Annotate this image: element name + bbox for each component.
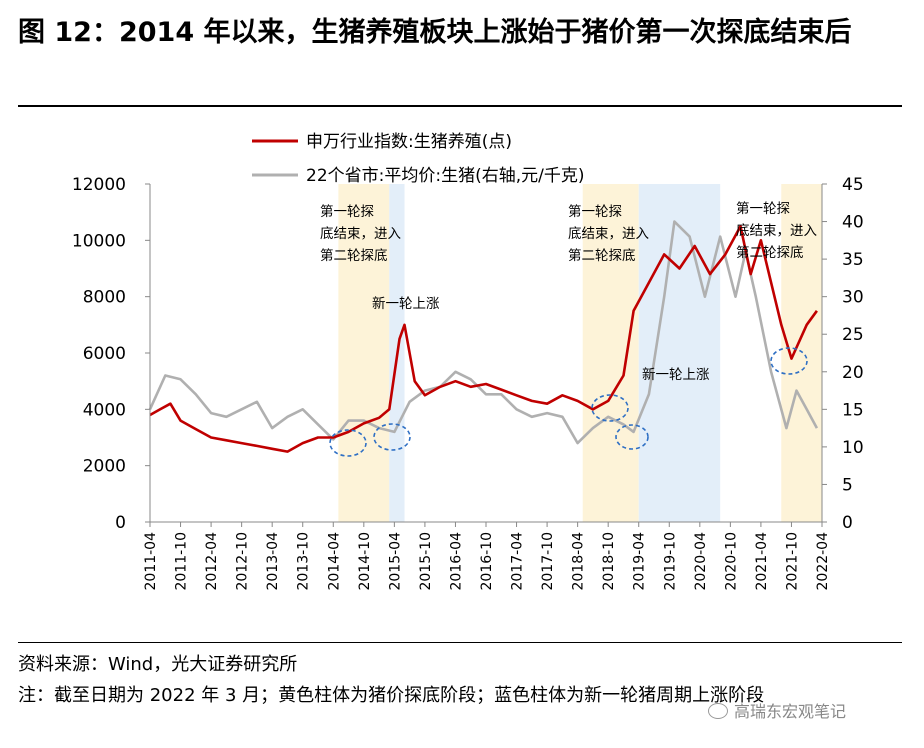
y-left-tick-label: 4000 <box>83 400 126 420</box>
x-tick-label: 2012-04 <box>204 532 220 591</box>
y-left-tick-label: 2000 <box>83 457 126 477</box>
series-industry-index <box>149 225 818 453</box>
series-line <box>149 225 818 453</box>
series-pig-price <box>148 220 819 445</box>
x-tick-label: 2015-10 <box>418 532 434 591</box>
annotation-2: 第一轮探底结束，进入第二轮探底 <box>568 203 649 264</box>
x-tick-label: 2014-10 <box>357 532 373 591</box>
highlight-ellipse-0 <box>329 429 367 457</box>
y-left-tick-label: 8000 <box>83 288 126 308</box>
y-left-tick-label: 0 <box>115 513 126 533</box>
shaded-period-3 <box>638 184 721 522</box>
wechat-icon <box>708 703 728 719</box>
y-right-tick-label: 30 <box>842 288 864 308</box>
x-tick-label: 2019-04 <box>632 532 648 591</box>
y-left-tick-label: 12000 <box>72 175 126 195</box>
x-tick-label: 2018-04 <box>571 532 587 591</box>
x-tick-label: 2014-04 <box>326 532 342 591</box>
y-right-tick-label: 40 <box>842 213 864 233</box>
x-tick-label: 2016-10 <box>479 532 495 591</box>
note-text: 注：截至日期为 2022 年 3 月；黄色柱体为猪价探底阶段；蓝色柱体为新一轮猪… <box>18 685 765 706</box>
annotation-3: 新一轮上涨 <box>642 367 710 383</box>
x-tick-label: 2016-04 <box>448 532 464 591</box>
annotation-4: 第一轮探底结束，进入第二轮探底 <box>736 200 817 261</box>
y-right-tick-label: 15 <box>842 400 864 420</box>
chart: 0 2000 4000 6000 8000 10000 12000 0 5 10 15 20 25 30 3… <box>72 132 864 591</box>
shaded-period-0 <box>338 184 390 522</box>
watermark: 高瑞东宏观笔记 <box>708 698 846 722</box>
highlight-ellipses <box>329 347 808 457</box>
x-tick-label: 2012-10 <box>235 532 251 591</box>
y-right-tick-label: 10 <box>842 438 864 458</box>
x-tick-label: 2015-04 <box>387 532 403 591</box>
x-tick-label: 2011-10 <box>174 532 190 591</box>
legend-label-1: 22个省市:平均价:生猪(右轴,元/千克) <box>306 166 584 186</box>
x-tick-label: 2011-04 <box>143 532 159 591</box>
shaded-periods <box>338 184 822 522</box>
y-right-tick-label: 0 <box>842 513 853 533</box>
annotation-1: 新一轮上涨 <box>372 296 440 312</box>
y-left-tick-label: 6000 <box>83 344 126 364</box>
x-tick-label: 2019-10 <box>662 532 678 591</box>
y-right-tick-label: 25 <box>842 325 864 345</box>
x-tick-label: 2017-10 <box>540 532 556 591</box>
shaded-period-4 <box>781 184 822 522</box>
shaded-period-2 <box>582 184 639 522</box>
highlight-ellipse-2 <box>591 394 629 422</box>
x-tick-label: 2017-04 <box>510 532 526 591</box>
highlight-ellipse-1 <box>373 423 411 451</box>
legend: 申万行业指数:生猪养殖(点) 22个省市:平均价:生猪(右轴,元/千克) <box>252 132 584 186</box>
x-tick-label: 2020-10 <box>723 532 739 591</box>
axes: 0 2000 4000 6000 8000 10000 12000 0 5 10 15 20 25 30 3… <box>72 175 864 591</box>
bottom-rule <box>18 642 902 643</box>
x-tick-label: 2013-10 <box>296 532 312 591</box>
source-text: 资料来源：Wind，光大证券研究所 <box>18 654 298 675</box>
series-line <box>148 220 819 445</box>
x-tick-label: 2021-10 <box>784 532 800 591</box>
top-rule <box>18 105 902 107</box>
annotation-0: 第一轮探底结束，进入第二轮探底 <box>320 203 401 264</box>
watermark-text: 高瑞东宏观笔记 <box>734 702 847 721</box>
figure-title: 图 12：2014 年以来，生猪养殖板块上涨始于猪价第一次探底结束后 <box>18 17 852 48</box>
y-right-tick-label: 35 <box>842 250 864 270</box>
y-right-tick-label: 5 <box>842 475 853 495</box>
highlight-ellipse-3 <box>615 424 649 450</box>
highlight-ellipse-4 <box>770 347 808 375</box>
x-tick-label: 2018-10 <box>601 532 617 591</box>
y-left-tick-label: 10000 <box>72 231 126 251</box>
y-right-tick-label: 20 <box>842 363 864 383</box>
x-tick-label: 2020-04 <box>693 532 709 591</box>
x-tick-label: 2021-04 <box>754 532 770 591</box>
x-tick-label: 2013-04 <box>265 532 281 591</box>
legend-label-0: 申万行业指数:生猪养殖(点) <box>306 132 512 152</box>
x-tick-label: 2022-04 <box>815 532 831 591</box>
y-right-tick-label: 45 <box>842 175 864 195</box>
